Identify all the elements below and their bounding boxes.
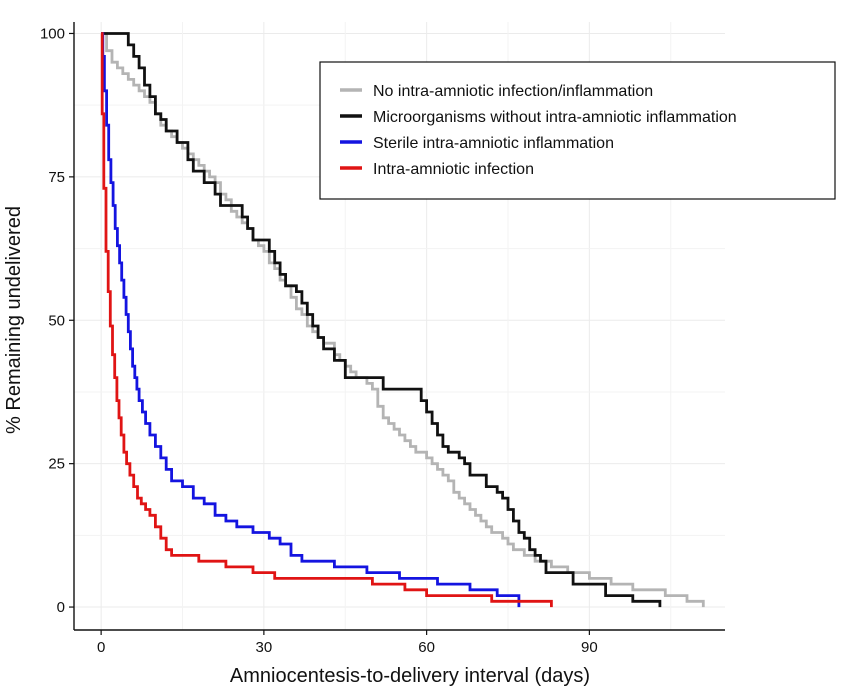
x-tick-label: 30 (256, 639, 273, 656)
y-tick-label: 25 (48, 456, 65, 473)
x-tick-label: 60 (418, 639, 435, 656)
legend-label: No intra-amniotic infection/inflammation (373, 83, 653, 100)
legend-label: Microorganisms without intra-amniotic in… (373, 109, 737, 126)
legend-box (319, 61, 836, 200)
series-line (101, 32, 662, 608)
y-tick-label: 50 (48, 312, 65, 329)
x-axis-title: Amniocentesis-to-delivery interval (days… (230, 665, 590, 687)
legend: No intra-amniotic infection/inflammation… (319, 61, 836, 200)
legend-label: Intra-amniotic infection (373, 161, 534, 178)
x-ticks: 0 30 60 90 (97, 630, 598, 656)
x-tick-label: 90 (581, 639, 598, 656)
y-tick-label: 0 (57, 599, 65, 616)
series-line (101, 32, 521, 608)
series-line (100, 32, 553, 608)
y-ticks: 0 25 50 75 100 (40, 25, 74, 616)
y-tick-label: 100 (40, 25, 65, 42)
y-tick-label: 75 (48, 169, 65, 186)
legend-entries: No intra-amniotic infection/inflammation… (340, 83, 737, 178)
series-line (101, 32, 705, 608)
x-tick-label: 0 (97, 639, 105, 656)
series-lines (100, 32, 705, 608)
y-axis-title: % Remaining undelivered (3, 206, 25, 434)
legend-label: Sterile intra-amniotic inflammation (373, 135, 614, 152)
